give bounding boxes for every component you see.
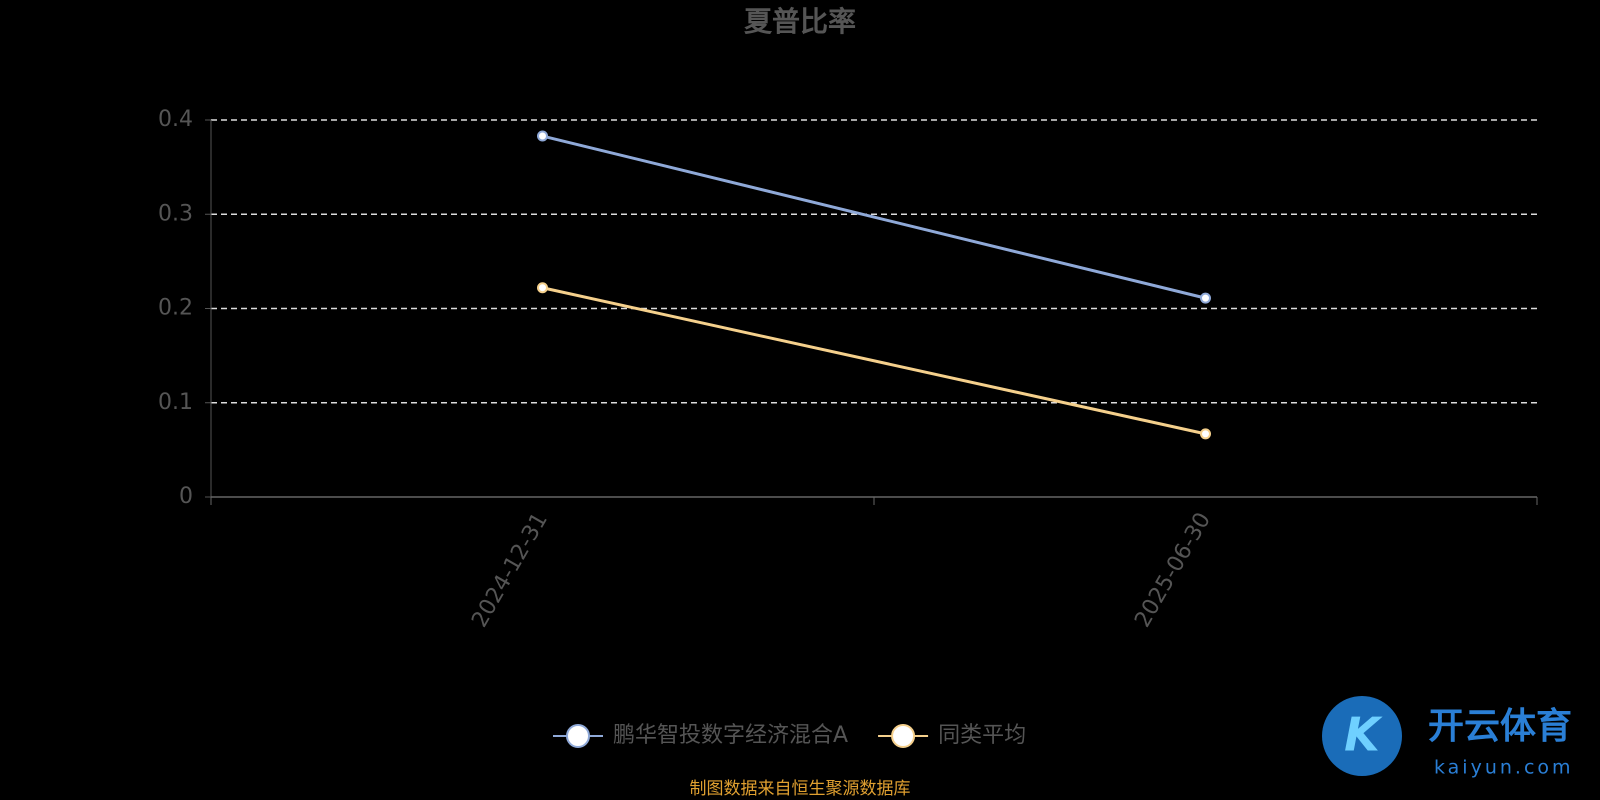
watermark-logo <box>1322 696 1402 776</box>
data-point <box>1200 428 1211 440</box>
legend-label: 鹏华智投数字经济混合A <box>613 723 848 748</box>
y-tick-label: 0.4 <box>158 107 193 132</box>
legend-label: 同类平均 <box>938 723 1026 748</box>
watermark-site: kaiyun.com <box>1434 757 1574 779</box>
source-note: 制图数据来自恒生聚源数据库 <box>690 779 911 799</box>
legend-marker <box>566 724 590 748</box>
legend-marker <box>891 724 916 748</box>
y-tick-label: 0 <box>179 484 193 509</box>
watermark-brand: 开云体育 <box>1428 706 1572 747</box>
series-line <box>542 286 1206 436</box>
data-point <box>537 282 548 294</box>
y-tick-label: 0.2 <box>158 296 193 321</box>
data-point <box>1200 292 1211 304</box>
chart-title: 夏普比率 <box>744 5 856 38</box>
series-line <box>542 134 1206 300</box>
y-tick-label: 0.3 <box>158 201 193 226</box>
y-tick-label: 0.1 <box>158 390 193 415</box>
watermark-logo-letter: K <box>1344 708 1383 762</box>
data-point <box>537 130 548 142</box>
